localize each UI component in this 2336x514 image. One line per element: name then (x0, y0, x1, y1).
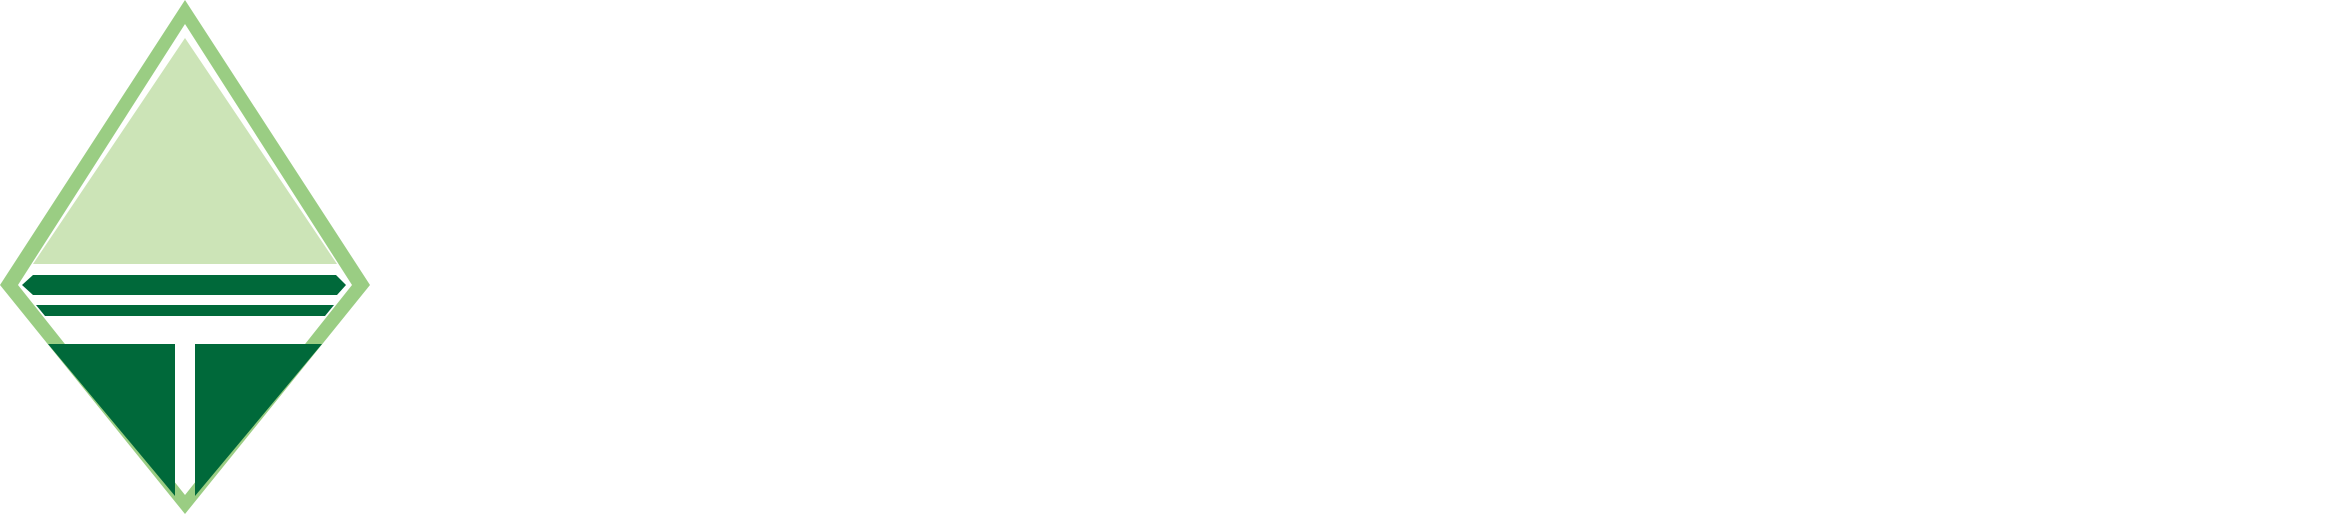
logo-top-triangle (33, 38, 337, 264)
logo-bottom-left-triangle (48, 344, 175, 496)
blank-area (370, 0, 2336, 514)
logo-upper-bar (22, 275, 346, 295)
diamond-logo-icon (0, 0, 370, 514)
logo-bottom-right-triangle (195, 344, 322, 496)
logo-thin-bar (36, 305, 334, 316)
